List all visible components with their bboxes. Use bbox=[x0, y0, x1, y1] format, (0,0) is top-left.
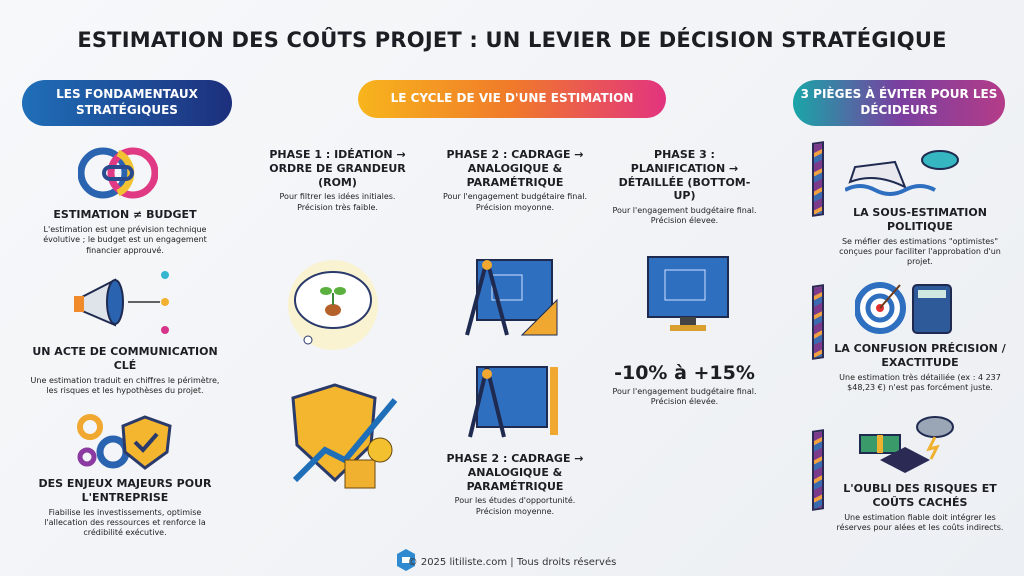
blueprint-compass-icon bbox=[468, 366, 558, 438]
phase-3: PHASE 3 : PLANIFICATION → DÉTAILLÉE (BOT… bbox=[612, 148, 757, 226]
sinking-ship-mask-icon bbox=[845, 150, 959, 196]
blueprint-monitor-icon bbox=[647, 256, 729, 331]
pitfall-1: LA SOUS-ESTIMATION POLITIQUE Se méfier de… bbox=[839, 206, 1001, 267]
pitfall-3: L'OUBLI DES RISQUES ET COÛTS CACHÉS Une e… bbox=[836, 482, 1004, 532]
megaphone-icon bbox=[74, 271, 169, 334]
page-title: ESTIMATION DES COÛTS PROJET : UN LEVIER … bbox=[77, 28, 947, 52]
decorative-bar bbox=[812, 429, 824, 511]
fundamental-3: DES ENJEUX MAJEURS POUR L'ENTREPRISE Fiab… bbox=[38, 477, 212, 538]
header-pitfalls: 3 PIÈGES À ÉVITER POUR LES DÉCIDEURS bbox=[793, 80, 1005, 126]
blueprint-compass-icon bbox=[465, 259, 558, 336]
target-calculator-icon bbox=[855, 282, 952, 334]
header-lifecycle: LE CYCLE DE VIE D'UNE ESTIMATION bbox=[358, 80, 666, 118]
fundamental-1: ESTIMATION ≠ BUDGET L'estimation est une … bbox=[43, 208, 207, 255]
header-fundamentals: LES FONDAMENTAUX STRATÉGIQUES bbox=[22, 80, 232, 126]
site-logo-icon bbox=[397, 549, 415, 571]
gears-shield-icon bbox=[77, 414, 172, 470]
phase-1: PHASE 1 : IDÉATION → ORDRE DE GRANDEUR (… bbox=[269, 148, 406, 212]
pitfall-2: LA CONFUSION PRÉCISION / EXACTITUDE Une e… bbox=[834, 342, 1006, 392]
phase-3-range: -10% à +15% Pour l'engagement budgétaire … bbox=[612, 362, 757, 407]
money-storm-icon bbox=[859, 416, 954, 473]
decorative-bar bbox=[812, 141, 824, 217]
decorative-bar bbox=[812, 284, 824, 360]
fundamental-2: UN ACTE DE COMMUNICATION CLÉ Une estimati… bbox=[30, 345, 220, 395]
phase-2-repeat: PHASE 2 : CADRAGE → ANALOGIQUE & PARAMÉT… bbox=[446, 452, 584, 516]
idea-cloud-icon bbox=[288, 260, 378, 350]
shield-growth-coins-icon bbox=[291, 383, 398, 489]
phase-2: PHASE 2 : CADRAGE → ANALOGIQUE & PARAMÉT… bbox=[442, 148, 588, 212]
broken-link-icon bbox=[78, 147, 158, 199]
footer-copyright: © 2025 litiliste.com | Tous droits réser… bbox=[407, 557, 617, 568]
